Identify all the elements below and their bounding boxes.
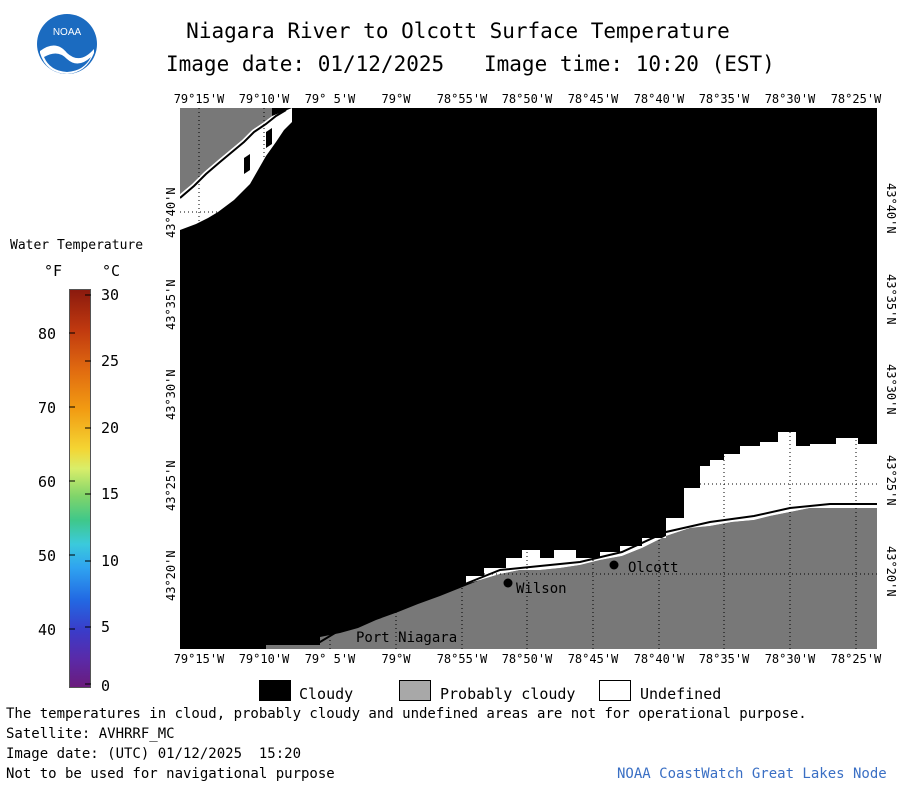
right-lat-tick: 43°20'N <box>884 546 898 597</box>
utc-date: Image date: (UTC) 01/12/2025 15:20 <box>6 746 302 762</box>
wilson-marker <box>503 578 513 588</box>
unit-c: °C <box>102 262 121 280</box>
legend-undefined-swatch <box>599 680 631 701</box>
right-lat-tick: 43°35'N <box>884 274 898 325</box>
legend-undefined-label: Undefined <box>640 685 722 703</box>
color-scale-bar <box>69 289 91 688</box>
top-lon-tick: 78°40'W <box>633 92 685 106</box>
f-tick: 40 <box>38 621 57 639</box>
bottom-lon-tick: 79°W <box>381 652 411 666</box>
us-land <box>266 508 877 649</box>
legend-cloudy-label: Cloudy <box>299 685 354 703</box>
left-lat-tick: 43°35'N <box>164 279 178 330</box>
graticule <box>180 108 877 649</box>
canada-land <box>180 108 272 194</box>
right-lat-tick: 43°40'N <box>884 183 898 234</box>
canada-shoreline <box>179 109 287 199</box>
bottom-lon-tick: 78°50'W <box>501 652 553 666</box>
bottom-lon-tick: 78°25'W <box>830 652 882 666</box>
port-niagara-label: Port Niagara <box>356 630 458 646</box>
f-tick: 60 <box>38 473 57 491</box>
f-tick: 50 <box>38 547 57 565</box>
c-tick: 5 <box>101 618 111 636</box>
c-tick: 15 <box>101 485 120 503</box>
c-tick: 25 <box>101 352 120 370</box>
bottom-lon-tick: 79°15'W <box>173 652 225 666</box>
satellite-info: Satellite: AVHRRF_MC <box>6 726 175 742</box>
olcott-marker <box>609 560 619 570</box>
bottom-lon-tick: 78°30'W <box>764 652 816 666</box>
f-tick: 80 <box>38 325 57 343</box>
top-lon-tick: 79°15'W <box>173 92 225 106</box>
left-lat-tick: 43°20'N <box>164 550 178 601</box>
top-lon-tick: 78°25'W <box>830 92 882 106</box>
logo-text: NOAA <box>53 27 82 38</box>
noaa-logo: NOAA <box>36 13 98 75</box>
right-lat-tick: 43°25'N <box>884 455 898 506</box>
bottom-lon-tick: 78°35'W <box>698 652 750 666</box>
top-lon-tick: 78°35'W <box>698 92 750 106</box>
right-lat-tick: 43°30'N <box>884 364 898 415</box>
top-lon-tick: 78°55'W <box>436 92 488 106</box>
c-tick: 10 <box>101 552 120 570</box>
unit-f: °F <box>44 262 63 280</box>
c-tick: 30 <box>101 286 120 304</box>
disclaimer: The temperatures in cloud, probably clou… <box>6 706 807 722</box>
left-lat-tick: 43°30'N <box>164 369 178 420</box>
us-shoreline <box>267 503 877 645</box>
bottom-lon-tick: 78°45'W <box>567 652 619 666</box>
legend-probably-cloudy-label: Probably cloudy <box>440 685 576 703</box>
bottom-lon-tick: 78°40'W <box>633 652 685 666</box>
map-svg <box>179 108 877 649</box>
map-canvas <box>179 108 877 649</box>
legend-cloudy-swatch <box>259 680 291 701</box>
nav-warning: Not to be used for navigational purpose <box>6 766 335 782</box>
bottom-lon-tick: 78°55'W <box>436 652 488 666</box>
image-date: Image date: 01/12/2025 <box>166 52 445 76</box>
f-tick: 70 <box>38 399 57 417</box>
image-time: Image time: 10:20 (EST) <box>484 52 775 76</box>
top-lon-tick: 79° 5'W <box>304 92 356 106</box>
credit-link[interactable]: NOAA CoastWatch Great Lakes Node <box>617 766 887 782</box>
top-lon-tick: 79°W <box>381 92 411 106</box>
page-title: Niagara River to Olcott Surface Temperat… <box>186 19 730 43</box>
left-lat-tick: 43°25'N <box>164 460 178 511</box>
canada-shore-undefined <box>180 108 292 230</box>
top-lon-tick: 78°45'W <box>567 92 619 106</box>
bottom-lon-tick: 79°10'W <box>238 652 290 666</box>
top-lon-tick: 78°50'W <box>501 92 553 106</box>
c-tick: 0 <box>101 677 111 695</box>
color-scale-title: Water Temperature <box>10 238 144 253</box>
legend-probably-cloudy-swatch <box>399 680 431 701</box>
left-lat-tick: 43°40'N <box>164 187 178 238</box>
top-lon-tick: 78°30'W <box>764 92 816 106</box>
olcott-label: Olcott <box>628 560 679 576</box>
top-lon-tick: 79°10'W <box>238 92 290 106</box>
c-tick: 20 <box>101 419 120 437</box>
wilson-label: Wilson <box>516 581 567 597</box>
bottom-lon-tick: 79° 5'W <box>304 652 356 666</box>
us-shore-undefined <box>466 432 877 584</box>
